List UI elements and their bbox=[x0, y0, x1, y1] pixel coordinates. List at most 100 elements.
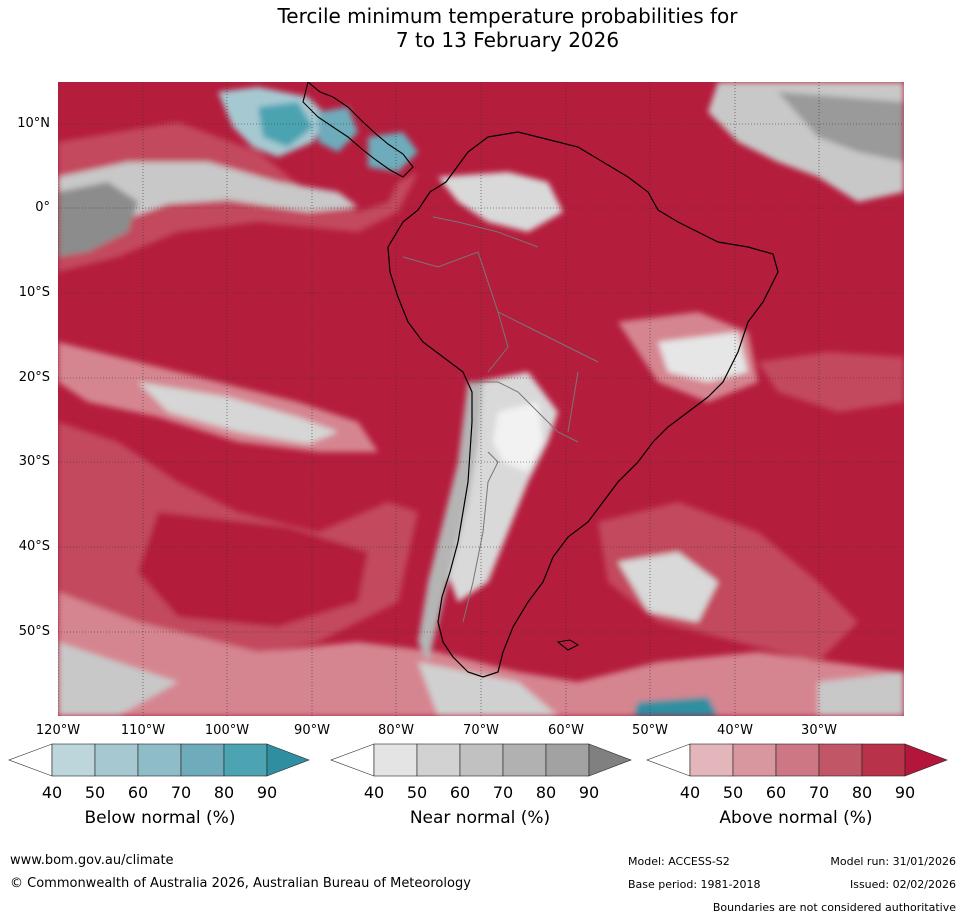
legend-above-tick-80: 80 bbox=[851, 783, 873, 802]
legend-above-swatch-80 bbox=[861, 743, 906, 777]
legend-below-tick-40: 40 bbox=[41, 783, 63, 802]
country-borders bbox=[402, 216, 599, 623]
lon-label-80w: 80°W bbox=[378, 723, 414, 738]
legend-near-tick-60: 60 bbox=[449, 783, 471, 802]
legend-below-swatch-50 bbox=[94, 743, 139, 777]
lat-label-10n: 10°N bbox=[17, 116, 50, 131]
near-normal-light-argentina bbox=[493, 402, 543, 472]
legend-above-tick-50: 50 bbox=[722, 783, 744, 802]
map-panel bbox=[58, 82, 904, 716]
near-normal-strong-ne bbox=[778, 92, 904, 162]
above-moderate-atlantic bbox=[598, 502, 858, 662]
legend-below-swatch-80 bbox=[223, 743, 268, 777]
near-normal-far-south-west bbox=[58, 642, 178, 716]
chart-title: Tercile minimum temperature probabilitie… bbox=[0, 4, 965, 52]
legend-near-swatch-70 bbox=[502, 743, 547, 777]
lon-label-90w: 90°W bbox=[294, 723, 330, 738]
legend-above-tick-60: 60 bbox=[765, 783, 787, 802]
near-normal-atlantic bbox=[618, 552, 718, 622]
legend-above-normal bbox=[646, 742, 948, 782]
lon-label-40w: 40°W bbox=[717, 723, 753, 738]
lat-label-0: 0° bbox=[35, 200, 50, 215]
lon-label-30w: 30°W bbox=[801, 723, 837, 738]
legend-above-swatch-60 bbox=[775, 743, 820, 777]
legend-below-tick-50: 50 bbox=[84, 783, 106, 802]
footer-model-run: Model run: 31/01/2026 bbox=[830, 855, 956, 868]
legend-below-swatch-60 bbox=[137, 743, 182, 777]
lon-label-110w: 110°W bbox=[120, 723, 166, 738]
lat-label-40s: 40°S bbox=[18, 539, 50, 554]
legend-above-swatch-lt40 bbox=[646, 743, 691, 777]
footer-copyright: © Commonwealth of Australia 2026, Austra… bbox=[10, 876, 471, 891]
legend-near-swatch-lt40 bbox=[330, 743, 375, 777]
lon-label-60w: 60°W bbox=[548, 723, 584, 738]
coastline-central-america bbox=[302, 82, 414, 178]
legend-below-swatch-70 bbox=[180, 743, 225, 777]
near-normal-caribbean bbox=[438, 172, 563, 232]
lat-label-30s: 30°S bbox=[18, 454, 50, 469]
near-normal-nw bbox=[58, 162, 358, 242]
legend-below-tick-70: 70 bbox=[170, 783, 192, 802]
legend-above-swatch-70 bbox=[818, 743, 863, 777]
legend-above-tick-40: 40 bbox=[679, 783, 701, 802]
legend-below-tick-60: 60 bbox=[127, 783, 149, 802]
legend-below-tick-90: 90 bbox=[256, 783, 278, 802]
legend-near-swatch-60 bbox=[459, 743, 504, 777]
legend-above-tick-70: 70 bbox=[808, 783, 830, 802]
footer-issued: Issued: 02/02/2026 bbox=[849, 878, 956, 891]
legend-below-swatch-40 bbox=[51, 743, 96, 777]
lon-label-120w: 120°W bbox=[35, 723, 81, 738]
lat-label-50s: 50°S bbox=[18, 624, 50, 639]
footer-disclaimer: Boundaries are not considered authoritat… bbox=[712, 901, 956, 914]
above-strong-central bbox=[138, 512, 368, 627]
above-light-far-south bbox=[58, 592, 904, 716]
legend-near-swatch-gt90 bbox=[588, 743, 632, 777]
legend-above-tick-90: 90 bbox=[894, 783, 916, 802]
footer-base-period: Base period: 1981-2018 bbox=[628, 878, 761, 891]
near-normal-brazil bbox=[658, 332, 748, 382]
legend-below-swatch-lt40 bbox=[8, 743, 53, 777]
legend-below-title: Below normal (%) bbox=[84, 808, 236, 828]
falkland-islands bbox=[556, 639, 580, 651]
lon-label-50w: 50°W bbox=[632, 723, 668, 738]
lon-label-70w: 70°W bbox=[463, 723, 499, 738]
legend-above-swatch-50 bbox=[732, 743, 777, 777]
legend-above-swatch-gt90 bbox=[904, 743, 948, 777]
legend-near-title: Near normal (%) bbox=[409, 808, 551, 828]
coastline-south-america bbox=[387, 131, 779, 678]
below-normal-region-2 bbox=[318, 107, 358, 152]
footer-model: Model: ACCESS-S2 bbox=[628, 855, 730, 868]
legend-near-colorbar bbox=[330, 743, 632, 777]
title-line-1: Tercile minimum temperature probabilitie… bbox=[277, 4, 738, 28]
legend-near-tick-40: 40 bbox=[363, 783, 385, 802]
legend-near-tick-50: 50 bbox=[406, 783, 428, 802]
lon-label-100w: 100°W bbox=[204, 723, 250, 738]
legend-near-swatch-50 bbox=[416, 743, 461, 777]
above-moderate-east bbox=[758, 352, 904, 412]
below-normal-region-3 bbox=[368, 132, 418, 172]
legend-above-swatch-40 bbox=[689, 743, 734, 777]
legend-below-tick-80: 80 bbox=[213, 783, 235, 802]
near-normal-south-pacific bbox=[138, 382, 338, 444]
legend-above-title: Above normal (%) bbox=[719, 808, 873, 828]
legend-below-swatch-gt90 bbox=[266, 743, 310, 777]
graticule bbox=[58, 82, 904, 716]
title-line-2: 7 to 13 February 2026 bbox=[395, 28, 620, 52]
legend-near-tick-80: 80 bbox=[535, 783, 557, 802]
lat-label-20s: 20°S bbox=[18, 370, 50, 385]
legend-below-colorbar bbox=[8, 743, 310, 777]
below-normal-strong-1 bbox=[258, 102, 313, 147]
near-normal-far-south bbox=[418, 662, 558, 716]
legend-near-tick-90: 90 bbox=[578, 783, 600, 802]
legend-below-normal bbox=[8, 742, 310, 782]
lat-label-10s: 10°S bbox=[18, 285, 50, 300]
footer-url[interactable]: www.bom.gov.au/climate bbox=[10, 853, 174, 868]
near-normal-chile bbox=[418, 382, 483, 662]
probability-map bbox=[58, 82, 904, 716]
legend-near-swatch-80 bbox=[545, 743, 590, 777]
legend-near-swatch-40 bbox=[373, 743, 418, 777]
near-normal-far-south-east bbox=[818, 672, 904, 716]
below-normal-far-south bbox=[633, 697, 718, 716]
legend-near-normal bbox=[330, 742, 632, 782]
near-normal-strong-nw bbox=[58, 182, 138, 257]
